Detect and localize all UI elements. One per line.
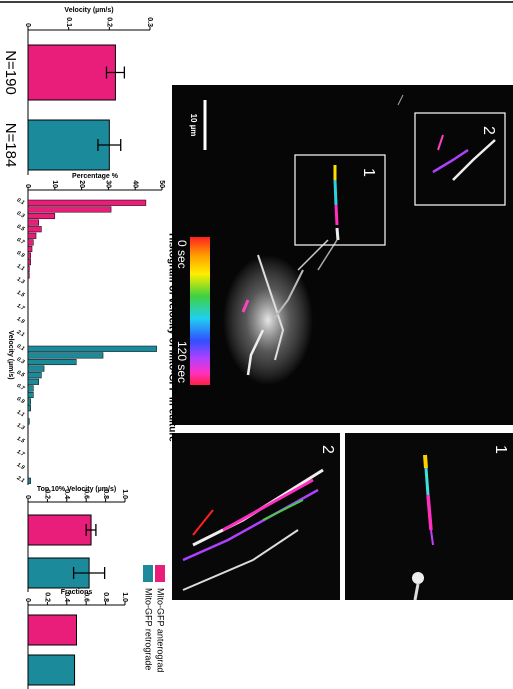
histogram-bar	[28, 266, 29, 272]
x-tick-label: 0.7	[16, 237, 26, 246]
y-tick-label: 0.2	[44, 592, 51, 602]
histogram-bar	[28, 240, 33, 246]
histogram-bar	[28, 259, 31, 265]
x-axis-title: Velocity (µm/s)	[7, 330, 14, 379]
x-tick-label: 1.7	[16, 303, 26, 312]
inset: 2	[172, 433, 340, 600]
micrograph: 1 2 10 µm 0 sec 120 sec	[172, 85, 513, 425]
histogram-bar	[28, 366, 44, 372]
x-tick-label: 2.1	[15, 329, 25, 339]
x-tick-label: 0.3	[16, 210, 26, 219]
y-tick-label: 10	[51, 180, 58, 188]
bar	[28, 120, 109, 170]
y-tick-label: 0	[24, 598, 31, 602]
x-tick-label: 1.1	[16, 409, 26, 418]
y-axis-title: Fractions	[61, 589, 93, 596]
x-tick-label: 1.9	[16, 462, 26, 471]
histogram-bar	[28, 346, 157, 352]
y-tick-label: 0.8	[102, 592, 109, 602]
category-label: N=190	[2, 50, 19, 95]
histogram-bar	[28, 353, 103, 359]
histogram-bar	[28, 405, 31, 411]
x-tick-label: 1.3	[16, 422, 26, 431]
y-tick-label: 0.3	[146, 17, 153, 27]
histogram-bar	[28, 233, 36, 239]
inset-label: 2	[319, 445, 336, 454]
histogram-bar	[28, 478, 31, 484]
y-tick-label: 30	[105, 180, 112, 188]
histogram-bar	[28, 392, 33, 398]
rotated-figure: 1 2 10 µm 0 sec 120 sec 1 2 00.10.20.3Ve…	[0, 2, 513, 689]
figure: 1 2 10 µm 0 sec 120 sec 1 2 00.10.20.3Ve…	[0, 0, 513, 689]
x-tick-label: 1.9	[16, 316, 26, 325]
y-tick-label: 0	[24, 184, 31, 188]
y-tick-label: 40	[131, 180, 138, 188]
histogram-bar	[28, 419, 29, 425]
scale-bar-label: 10 µm	[189, 114, 198, 137]
colorbar	[190, 237, 210, 385]
legend-label: Mito-GFP retrograde	[144, 588, 154, 670]
y-tick-label: 0.2	[105, 17, 112, 27]
y-axis-title: Velocity (µm/s)	[64, 7, 113, 14]
x-tick-label: 1.5	[16, 290, 26, 299]
bar	[28, 615, 77, 645]
x-tick-label: 0.3	[16, 356, 26, 365]
y-tick-label: 0	[24, 495, 31, 499]
legend-swatch	[155, 565, 165, 582]
histogram-bar	[28, 359, 76, 365]
histogram-bar	[28, 399, 31, 405]
bar	[28, 655, 75, 685]
x-tick-label: 1.7	[16, 449, 26, 458]
histogram-bar	[28, 226, 41, 232]
y-tick-label: 50	[158, 180, 165, 188]
x-tick-label: 2.1	[15, 475, 25, 485]
inset-label: 1	[492, 445, 509, 454]
histogram-bar	[28, 386, 33, 392]
histogram-bar	[28, 372, 41, 378]
x-tick-label: 0.1	[16, 197, 26, 206]
x-tick-label: 0.1	[16, 343, 26, 352]
histogram-bar	[28, 213, 55, 219]
histogram-bar	[28, 246, 32, 252]
category-label: N=184	[2, 123, 19, 168]
histogram-bar	[28, 220, 39, 226]
x-tick-label: 1.5	[16, 436, 26, 445]
x-tick-label: 1.3	[16, 276, 26, 285]
chart-title: Histogram of velocity of Mito-GFP in cul…	[166, 233, 177, 442]
histogram-bar	[28, 207, 111, 213]
y-axis-title: Percentage %	[72, 173, 119, 180]
y-tick-label: 0	[24, 23, 31, 27]
bar	[28, 515, 91, 545]
x-tick-label: 1.1	[16, 263, 26, 272]
y-tick-label: 0.1	[65, 17, 72, 27]
histogram-bar	[28, 253, 31, 259]
y-tick-label: 1.0	[121, 489, 128, 499]
histogram-bar	[28, 379, 39, 385]
legend-label: Mito-GFP anterograd	[156, 588, 166, 672]
y-axis-title: Top 10% Velocity (µm/s)	[37, 486, 116, 493]
y-tick-label: 20	[78, 180, 85, 188]
box-label: 1	[360, 168, 377, 177]
box-label: 2	[480, 126, 497, 135]
x-tick-label: 0.7	[16, 383, 26, 392]
y-tick-label: 1.0	[121, 592, 128, 602]
inset: 1	[345, 433, 513, 600]
legend-swatch	[143, 565, 153, 582]
x-tick-label: 0.9	[16, 396, 26, 405]
x-tick-label: 0.9	[16, 250, 26, 259]
histogram-bar	[28, 200, 146, 206]
x-tick-label: 0.5	[16, 224, 26, 233]
bar	[28, 45, 115, 100]
histogram-bar	[28, 273, 29, 279]
x-tick-label: 0.5	[16, 370, 26, 379]
